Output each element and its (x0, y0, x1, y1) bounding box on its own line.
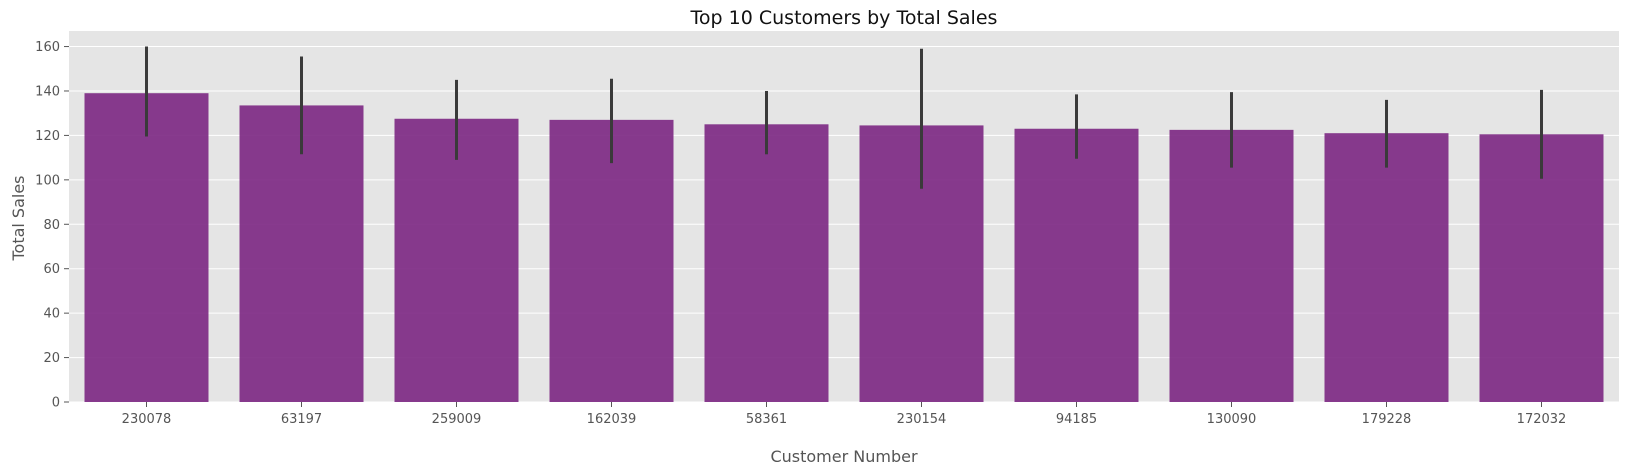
x-tick-label: 58361 (746, 412, 787, 427)
bar-179228 (1324, 133, 1449, 402)
y-tick-label: 40 (43, 307, 60, 322)
y-axis-title: Total Sales (9, 175, 28, 261)
x-tick-label: 162039 (587, 412, 637, 427)
bar-58361 (704, 124, 829, 402)
error-bars (145, 46, 1543, 189)
x-tick-label: 230078 (122, 412, 172, 427)
chart-title: Top 10 Customers by Total Sales (690, 7, 998, 29)
x-tick-label: 179228 (1362, 412, 1412, 427)
bar-63197 (239, 105, 364, 403)
bar-94185 (1014, 128, 1139, 402)
bar-172032 (1479, 134, 1604, 402)
y-tick-label: 60 (43, 262, 60, 277)
y-tick-label: 120 (35, 129, 60, 144)
bars (84, 93, 1604, 403)
x-tick-label: 130090 (1207, 412, 1257, 427)
x-axis-ticks: 230078 63197 259009 162039 58361 230154 94185 1… (122, 402, 1567, 427)
y-tick-label: 140 (35, 84, 60, 99)
bar-130090 (1169, 129, 1294, 402)
y-tick-label: 160 (35, 40, 60, 55)
x-tick-label: 94185 (1056, 412, 1097, 427)
y-tick-label: 0 (52, 396, 60, 411)
x-tick-label: 259009 (432, 412, 482, 427)
x-tick-label: 63197 (281, 412, 322, 427)
x-axis-title: Customer Number (770, 447, 918, 466)
y-tick-label: 80 (43, 218, 60, 233)
y-tick-label: 100 (35, 173, 60, 188)
bar-162039 (549, 119, 674, 402)
x-tick-label: 230154 (897, 412, 947, 427)
bar-230078 (84, 93, 209, 403)
x-tick-label: 172032 (1517, 412, 1567, 427)
bar-259009 (394, 118, 519, 402)
y-tick-label: 20 (43, 351, 60, 366)
y-axis-ticks: 0 20 40 60 80 100 120 140 160 (35, 40, 69, 411)
